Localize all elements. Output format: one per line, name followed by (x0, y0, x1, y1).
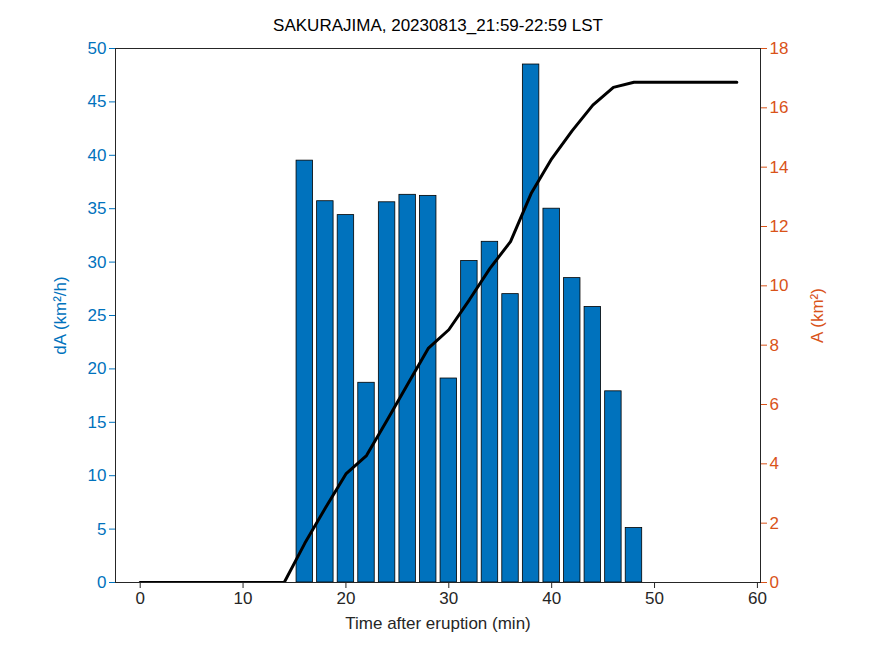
svg-text:0: 0 (770, 573, 779, 592)
svg-text:40: 40 (88, 146, 107, 165)
svg-text:12: 12 (770, 217, 789, 236)
svg-text:0: 0 (135, 589, 144, 608)
svg-text:50: 50 (88, 39, 107, 58)
svg-text:25: 25 (88, 306, 107, 325)
svg-text:SAKURAJIMA, 20230813_21:59-22:: SAKURAJIMA, 20230813_21:59-22:59 LST (273, 16, 603, 35)
svg-text:8: 8 (770, 336, 779, 355)
svg-text:6: 6 (770, 395, 779, 414)
svg-text:30: 30 (439, 589, 458, 608)
svg-text:2: 2 (770, 514, 779, 533)
svg-text:30: 30 (88, 253, 107, 272)
svg-text:40: 40 (542, 589, 561, 608)
svg-text:60: 60 (748, 589, 767, 608)
svg-text:45: 45 (88, 92, 107, 111)
svg-text:14: 14 (770, 158, 789, 177)
svg-text:20: 20 (88, 359, 107, 378)
svg-text:5: 5 (97, 520, 106, 539)
svg-text:15: 15 (88, 413, 107, 432)
svg-text:A (km²): A (km²) (808, 288, 827, 343)
svg-text:18: 18 (770, 39, 789, 58)
svg-text:16: 16 (770, 98, 789, 117)
svg-text:10: 10 (770, 276, 789, 295)
svg-text:0: 0 (97, 573, 106, 592)
svg-text:10: 10 (234, 589, 253, 608)
svg-text:35: 35 (88, 199, 107, 218)
svg-text:10: 10 (88, 466, 107, 485)
svg-text:dA (km²/h): dA (km²/h) (51, 276, 70, 354)
svg-text:50: 50 (645, 589, 664, 608)
svg-text:Time after eruption (min): Time after eruption (min) (345, 614, 530, 633)
svg-text:20: 20 (336, 589, 355, 608)
svg-text:4: 4 (770, 454, 779, 473)
